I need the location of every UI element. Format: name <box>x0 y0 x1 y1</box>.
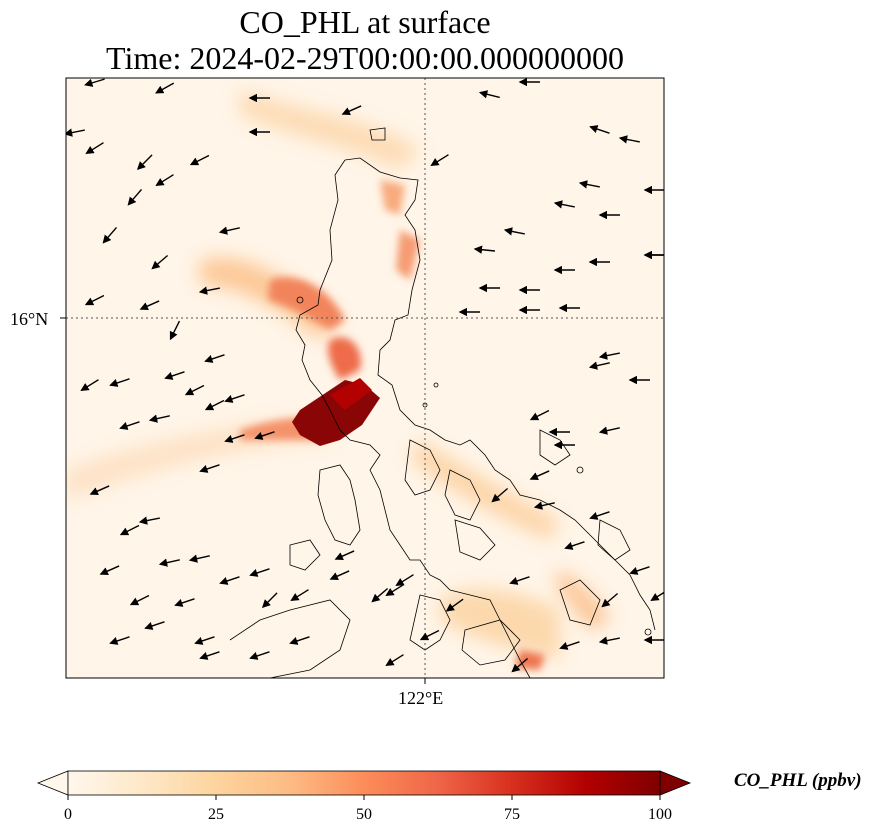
map-title-line2: Time: 2024-02-29T00:00:00.000000000 <box>106 40 624 76</box>
colorbar-label: CO_PHL (ppbv) <box>734 770 862 791</box>
wind-arrow <box>84 78 105 87</box>
wind-arrow <box>430 154 449 167</box>
wind-arrow <box>341 105 362 116</box>
wind-arrow <box>84 294 105 306</box>
wind-arrow <box>139 300 160 311</box>
colorbar-max-extend <box>659 770 692 796</box>
wind-arrow <box>85 142 104 155</box>
wind-arrow <box>254 431 275 440</box>
wind-arrow <box>598 636 620 645</box>
wind-arrow <box>224 394 245 403</box>
wind-arrow <box>249 568 270 577</box>
wind-arrow <box>249 651 270 660</box>
colorbar <box>36 770 692 800</box>
wind-arrow <box>395 574 414 587</box>
wind-arrow <box>109 636 130 645</box>
wind-arrow <box>529 409 550 421</box>
wind-arrow <box>261 592 278 609</box>
wind-arrow <box>598 426 620 435</box>
wind-arrow <box>529 470 550 481</box>
co-concentration-field <box>66 90 610 670</box>
latitude-label: 16°N <box>10 309 49 329</box>
wind-arrow <box>334 550 355 561</box>
wind-arrow <box>198 286 220 295</box>
wind-arrow <box>224 434 245 443</box>
wind-arrow <box>194 636 215 645</box>
wind-arrow <box>445 598 464 612</box>
longitude-label: 122°E <box>398 688 444 708</box>
wind-arrow <box>564 541 585 550</box>
wind-arrow <box>385 584 404 597</box>
wind-arrow <box>151 254 169 270</box>
wind-arrow <box>650 591 664 602</box>
wind-arrow <box>629 566 650 575</box>
wind-arrow <box>158 558 180 567</box>
wind-arrow <box>598 351 620 360</box>
wind-arrow <box>102 226 118 244</box>
colorbar-tick-25: 25 <box>208 806 224 823</box>
wind-arrow <box>199 464 220 473</box>
wind-arrow <box>155 82 175 94</box>
wind-arrow <box>144 621 165 630</box>
wind-arrow <box>588 361 610 370</box>
wind-arrow <box>491 487 509 503</box>
wind-arrow <box>329 570 350 581</box>
map-plot <box>60 77 665 684</box>
wind-arrow <box>589 511 610 520</box>
wind-arrow <box>589 125 610 134</box>
wind-arrow <box>509 576 530 585</box>
wind-arrow <box>199 651 220 660</box>
colorbar-tick-50: 50 <box>356 806 372 823</box>
wind-arrow <box>119 421 140 430</box>
colorbar-tick-0: 0 <box>64 806 72 823</box>
wind-arrow <box>138 516 160 525</box>
wind-arrow <box>219 576 240 585</box>
wind-arrow <box>204 354 225 363</box>
wind-arrow <box>503 227 525 236</box>
wind-arrow <box>478 90 500 99</box>
wind-arrow <box>129 594 150 606</box>
wind-arrow <box>119 524 140 536</box>
wind-arrow <box>473 245 496 254</box>
map-title-line1: CO_PHL at surface <box>239 4 491 40</box>
colorbar-tick-75: 75 <box>504 806 520 823</box>
wind-vectors <box>66 78 664 673</box>
wind-arrow <box>618 135 640 144</box>
wind-arrow <box>289 636 310 645</box>
colorbar-tick-100: 100 <box>648 806 672 823</box>
colorbar-min-extend <box>36 770 69 796</box>
coastline <box>229 127 656 678</box>
wind-arrow <box>148 414 170 423</box>
wind-arrow <box>184 384 205 396</box>
wind-arrow <box>99 565 120 576</box>
wind-arrow <box>80 379 99 392</box>
gridlines <box>66 78 664 678</box>
wind-arrow <box>66 128 85 137</box>
wind-arrow <box>290 589 309 602</box>
wind-arrow <box>189 154 210 166</box>
wind-arrow <box>385 654 404 667</box>
wind-arrow <box>89 485 110 496</box>
wind-arrow <box>174 598 195 607</box>
wind-arrow <box>218 226 240 235</box>
wind-arrow <box>511 657 529 673</box>
colorbar-gradient <box>68 771 660 795</box>
map-frame <box>65 77 665 679</box>
wind-arrow <box>169 320 181 341</box>
wind-arrow <box>155 174 174 187</box>
wind-arrow <box>533 501 555 510</box>
wind-arrow <box>601 592 619 608</box>
wind-arrow <box>109 378 130 387</box>
wind-arrow <box>553 200 575 209</box>
wind-arrow <box>164 371 185 380</box>
wind-arrow <box>204 399 225 411</box>
wind-arrow <box>371 587 389 603</box>
wind-arrow <box>188 554 210 563</box>
wind-arrow <box>136 154 153 171</box>
wind-arrow <box>559 641 580 650</box>
wind-arrow <box>578 180 600 189</box>
wind-arrow <box>419 629 440 641</box>
wind-arrow <box>127 188 143 206</box>
